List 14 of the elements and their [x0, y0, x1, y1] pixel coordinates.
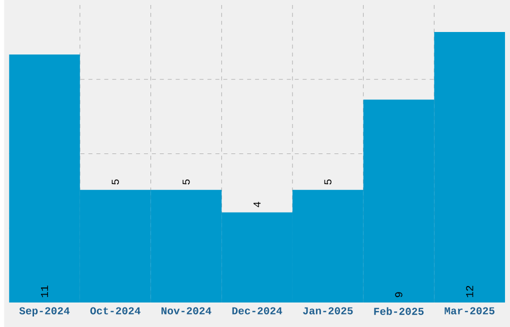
data-label: 12 — [466, 286, 474, 297]
x-tick-label: Sep-2024 — [19, 307, 70, 316]
data-label: 5 — [182, 179, 190, 184]
x-tick-label: Mar-2025 — [444, 307, 494, 314]
data-label: 5 — [112, 179, 119, 184]
data-label: 11 — [41, 286, 48, 297]
x-tick-label: Nov-2024 — [162, 307, 212, 314]
x-tick-label: Dec-2024 — [232, 307, 282, 314]
data-label: 9 — [395, 292, 402, 297]
x-tick-label: Jan-2025 — [303, 307, 353, 314]
x-tick-label: Feb-2025 — [374, 307, 424, 315]
x-tick-label: Oct-2024 — [90, 307, 140, 314]
data-label: 5 — [324, 179, 332, 184]
data-label: 4 — [254, 202, 261, 207]
